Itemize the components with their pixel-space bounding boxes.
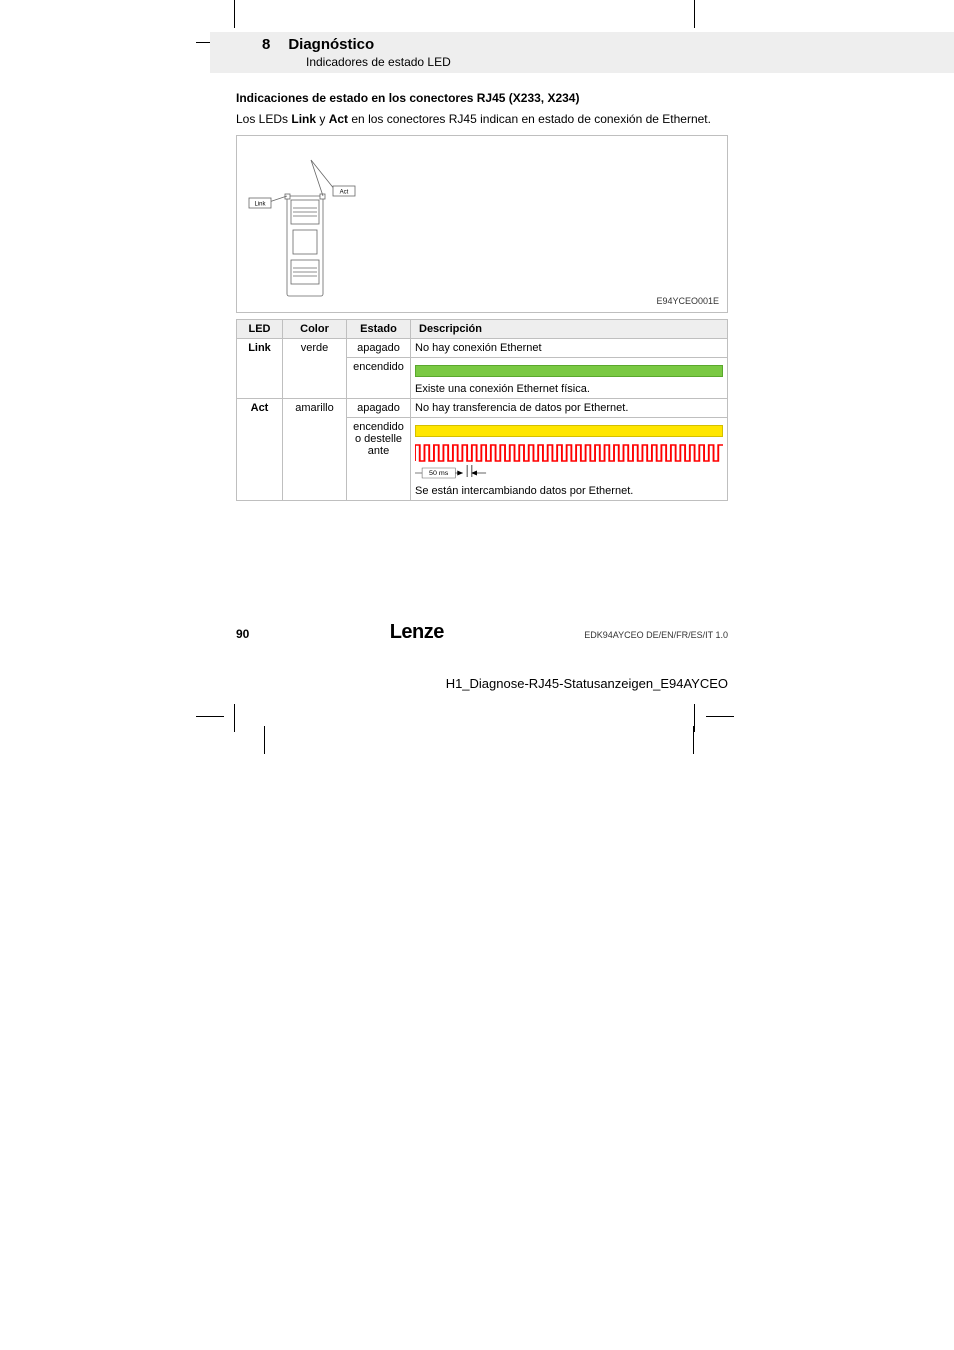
th-state: Estado <box>347 320 411 339</box>
table-row: Act amarillo apagado No hay transferenci… <box>237 399 728 418</box>
intro-post: en los conectores RJ45 indican en estado… <box>348 112 711 126</box>
label-act: Act <box>340 190 349 196</box>
page-footer: 90 Lenze EDK94AYCEO DE/EN/FR/ES/IT 1.0 <box>236 621 728 644</box>
intro-mid: y <box>316 112 329 126</box>
table-head-row: LED Color Estado Descripción <box>237 320 728 339</box>
cell-color-act: amarillo <box>283 399 347 501</box>
cell-state-act-on: encendido o destelle ante <box>347 418 411 501</box>
cell-desc-act-off: No hay transferencia de datos por Ethern… <box>411 399 728 418</box>
cell-led-act: Act <box>237 399 283 501</box>
table-row: Link verde apagado No hay conexión Ether… <box>237 339 728 358</box>
th-led: LED <box>237 320 283 339</box>
intro-text: Los LEDs Link y Act en los conectores RJ… <box>236 111 728 127</box>
label-link: Link <box>254 202 266 208</box>
pulse-label: 50 ms <box>429 471 449 477</box>
cell-desc-act-on: 50 ms Se están intercambiando datos por … <box>411 418 728 501</box>
cell-state-link-off: apagado <box>347 339 411 358</box>
chapter-title: Diagnóstico <box>288 36 374 53</box>
cell-desc-link-on-text: Existe una conexión Ethernet física. <box>415 383 590 395</box>
cell-state-act-off: apagado <box>347 399 411 418</box>
doc-id: EDK94AYCEO DE/EN/FR/ES/IT 1.0 <box>584 630 728 640</box>
intro-pre: Los LEDs <box>236 112 291 126</box>
chapter-header: 8 Diagnóstico Indicadores de estado LED <box>210 32 954 73</box>
yellow-bar-icon <box>415 425 723 437</box>
intro-b2: Act <box>329 112 348 126</box>
cell-color-link: verde <box>283 339 347 399</box>
cell-state-link-on: encendido <box>347 358 411 399</box>
th-color: Color <box>283 320 347 339</box>
page-number: 90 <box>236 627 249 641</box>
chapter-number: 8 <box>262 36 270 53</box>
chapter-subtitle: Indicadores de estado LED <box>262 55 954 69</box>
pulse-diagram-icon: 50 ms <box>415 443 723 481</box>
th-desc: Descripción <box>411 320 728 339</box>
intro-b1: Link <box>291 112 316 126</box>
rj45-diagram-icon: Link Act <box>247 146 367 306</box>
green-bar-icon <box>415 365 723 377</box>
cell-desc-link-on: Existe una conexión Ethernet física. <box>411 358 728 399</box>
cell-desc-act-on-text: Se están intercambiando datos por Ethern… <box>415 485 633 497</box>
cell-desc-link-off: No hay conexión Ethernet <box>411 339 728 358</box>
figure-rj45: Link Act E94YCEO001E <box>236 135 728 313</box>
led-table: LED Color Estado Descripción Link verde … <box>236 319 728 501</box>
figure-id: E94YCEO001E <box>656 296 719 306</box>
brand-logo: Lenze <box>390 621 444 644</box>
section-title: Indicaciones de estado en los conectores… <box>236 91 728 105</box>
cell-led-link: Link <box>237 339 283 399</box>
reference-line: H1_Diagnose-RJ45-Statusanzeigen_E94AYCEO <box>236 676 728 691</box>
